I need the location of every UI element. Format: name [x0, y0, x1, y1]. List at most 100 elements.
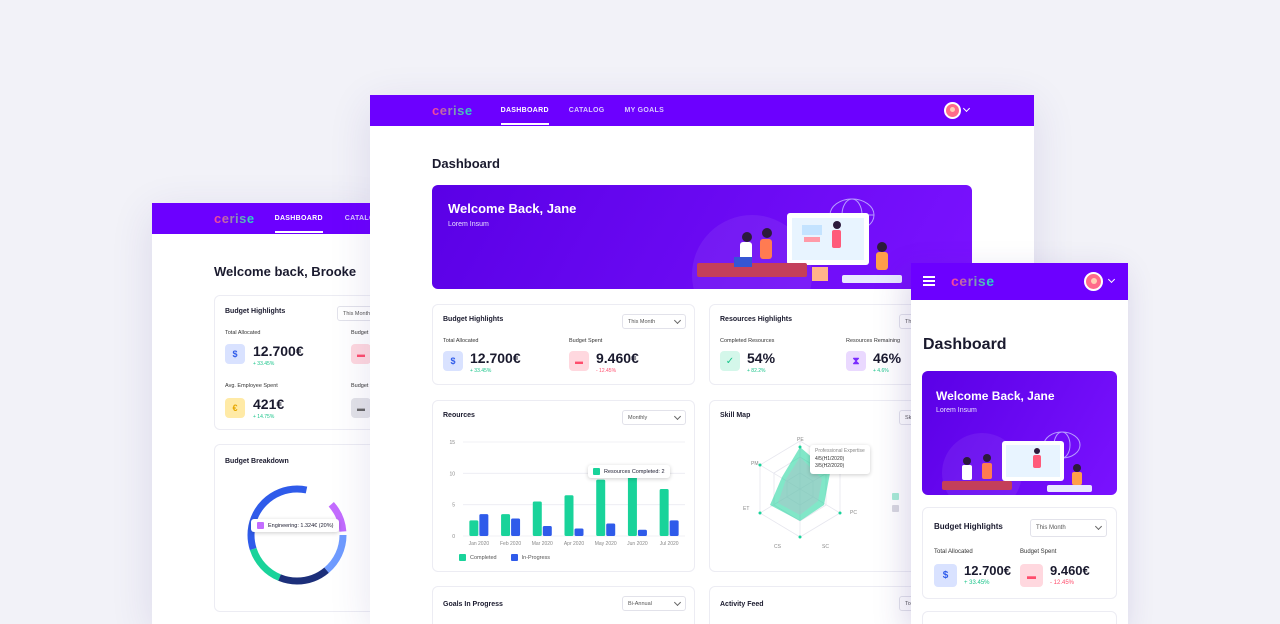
- total-change: + 33.45%: [253, 361, 275, 367]
- period-value: To: [905, 600, 911, 607]
- spent-value: 9.460€: [1050, 563, 1090, 578]
- tooltip-line-3: 3/5(H2/2020): [815, 463, 845, 469]
- banner-title: Welcome Back, Jane: [936, 389, 1055, 403]
- page-title: Dashboard: [923, 336, 1007, 353]
- period-select[interactable]: Monthly: [622, 410, 686, 425]
- bar-completed[interactable]: [532, 501, 542, 536]
- y-tick-label: 15: [449, 440, 455, 446]
- budget-highlights-card: Budget Highlights This Month Total Alloc…: [432, 304, 695, 385]
- total-label: Total Allocated: [443, 338, 479, 344]
- next-card: [922, 611, 1117, 624]
- total-label: Total Allocated: [934, 549, 973, 555]
- money-bag-icon: $: [225, 344, 245, 364]
- axis-label-et: ET: [743, 506, 750, 512]
- coins-icon: €: [225, 398, 245, 418]
- mobile-window: cerise Dashboard Welcome Back, Jane Lore…: [911, 263, 1128, 624]
- card-title: Activity Feed: [720, 601, 764, 608]
- bar-in-progress[interactable]: [574, 528, 584, 536]
- period-value: Monthly: [628, 414, 648, 421]
- period-select[interactable]: This Month: [622, 314, 686, 329]
- chevron-down-icon[interactable]: [962, 104, 971, 113]
- resources-bar-chart: 0 5 10 15 Jan 2020 Feb 2020 Mar 2020 Apr 2020 Ma…: [449, 440, 685, 547]
- user-avatar[interactable]: [1084, 272, 1103, 291]
- y-tick-label: 10: [449, 471, 455, 477]
- bar-completed[interactable]: [596, 479, 606, 536]
- wallet-icon: ▬: [569, 351, 589, 371]
- completed-value: 54%: [747, 350, 776, 366]
- top-nav: cerise DASHBOARD CATALOG: [152, 203, 382, 234]
- page-title: Dashboard: [432, 156, 500, 171]
- bar-in-progress[interactable]: [606, 523, 616, 536]
- budget-label: Budget: [351, 330, 369, 336]
- period-value: This Month: [1036, 525, 1066, 531]
- bar-in-progress[interactable]: [637, 529, 647, 536]
- total-change: + 33.45%: [470, 368, 492, 374]
- bar-completed[interactable]: [501, 514, 511, 536]
- user-avatar[interactable]: [944, 102, 961, 119]
- spent-value: 9.460€: [596, 350, 639, 366]
- period-select[interactable]: This Month: [1030, 519, 1107, 537]
- bar-completed[interactable]: [564, 495, 574, 536]
- brand-logo[interactable]: cerise: [432, 103, 473, 118]
- legend-swatch: [892, 493, 899, 500]
- card-title: Resources Highlights: [720, 316, 792, 323]
- nav-dashboard[interactable]: DASHBOARD: [274, 215, 324, 233]
- brand-logo[interactable]: cerise: [214, 211, 255, 226]
- spent-change: - 12.45%: [1050, 580, 1075, 586]
- menu-icon[interactable]: [923, 276, 935, 286]
- period-select[interactable]: Bi-Annual: [622, 596, 686, 611]
- axis-label-pc: PC: [850, 510, 857, 516]
- total-value: 12.700€: [964, 563, 1011, 578]
- total-value: 12.700€: [470, 350, 521, 366]
- chevron-down-icon[interactable]: [1107, 275, 1116, 284]
- budget-highlights-card: Budget Highlights This Month Total Alloc…: [922, 507, 1117, 599]
- budget-highlights-card: Budget Highlights This Month Total Alloc…: [214, 295, 382, 430]
- y-tick-label: 0: [452, 534, 455, 540]
- nav-catalog[interactable]: CATALOG: [568, 107, 605, 114]
- bar-completed[interactable]: [627, 467, 637, 536]
- bar-completed[interactable]: [659, 489, 669, 536]
- remaining-value: 46%: [873, 350, 902, 366]
- bar-in-progress[interactable]: [479, 514, 489, 536]
- period-value: This Month: [628, 318, 656, 325]
- legend-swatch: [593, 468, 600, 475]
- banner-title: Welcome Back, Jane: [448, 201, 577, 216]
- total-change: + 33.45%: [964, 580, 990, 586]
- avg-value: 421€: [253, 396, 285, 412]
- completed-label: Completed Resources: [720, 338, 775, 344]
- banner-subtitle: Lorem Insum: [448, 221, 489, 228]
- hourglass-icon: ⧗: [846, 351, 866, 371]
- bar-in-progress[interactable]: [542, 525, 552, 536]
- x-tick-label: Jan 2020: [469, 541, 490, 547]
- legend-in-progress: In-Progress: [510, 554, 550, 561]
- bar-completed[interactable]: [469, 520, 479, 536]
- legend-label: Completed: [470, 554, 497, 561]
- period-value: Th: [905, 318, 912, 325]
- wallet-gray-icon: ▬: [351, 398, 371, 418]
- donut-segment: [247, 485, 347, 585]
- bar-in-progress[interactable]: [511, 518, 521, 536]
- top-nav: cerise DASHBOARD CATALOG MY GOALS: [370, 95, 1034, 126]
- tooltip-text: Engineering: 1.324€ (20%): [268, 522, 334, 529]
- nav-dashboard[interactable]: DASHBOARD: [500, 107, 550, 125]
- welcome-banner: Welcome Back, Jane Lorem Insum: [432, 185, 972, 289]
- legend-swatch: [257, 522, 264, 529]
- nav-catalog[interactable]: CATALOG: [344, 215, 381, 222]
- money-bag-icon: $: [443, 351, 463, 371]
- welcome-title: Welcome back, Brooke: [214, 264, 357, 279]
- axis-label-sc: SC: [822, 544, 829, 550]
- spent-label: Budget Spent: [569, 338, 603, 344]
- bar-in-progress[interactable]: [669, 520, 679, 536]
- avg-change: + 14.75%: [253, 414, 275, 420]
- card-title: Reources: [443, 412, 475, 419]
- team-illustration: [697, 198, 902, 283]
- x-tick-label: Jun 2020: [627, 541, 648, 547]
- spent-change: - 12.45%: [596, 368, 617, 374]
- period-value: This Month: [343, 310, 371, 317]
- completed-change: + 82.2%: [747, 368, 766, 374]
- legend-swatch: [892, 505, 899, 512]
- welcome-banner: Welcome Back, Jane Lorem Insum: [922, 371, 1117, 495]
- nav-my-goals[interactable]: MY GOALS: [624, 107, 665, 114]
- team-illustration: [942, 431, 1092, 492]
- brand-logo[interactable]: cerise: [951, 273, 995, 289]
